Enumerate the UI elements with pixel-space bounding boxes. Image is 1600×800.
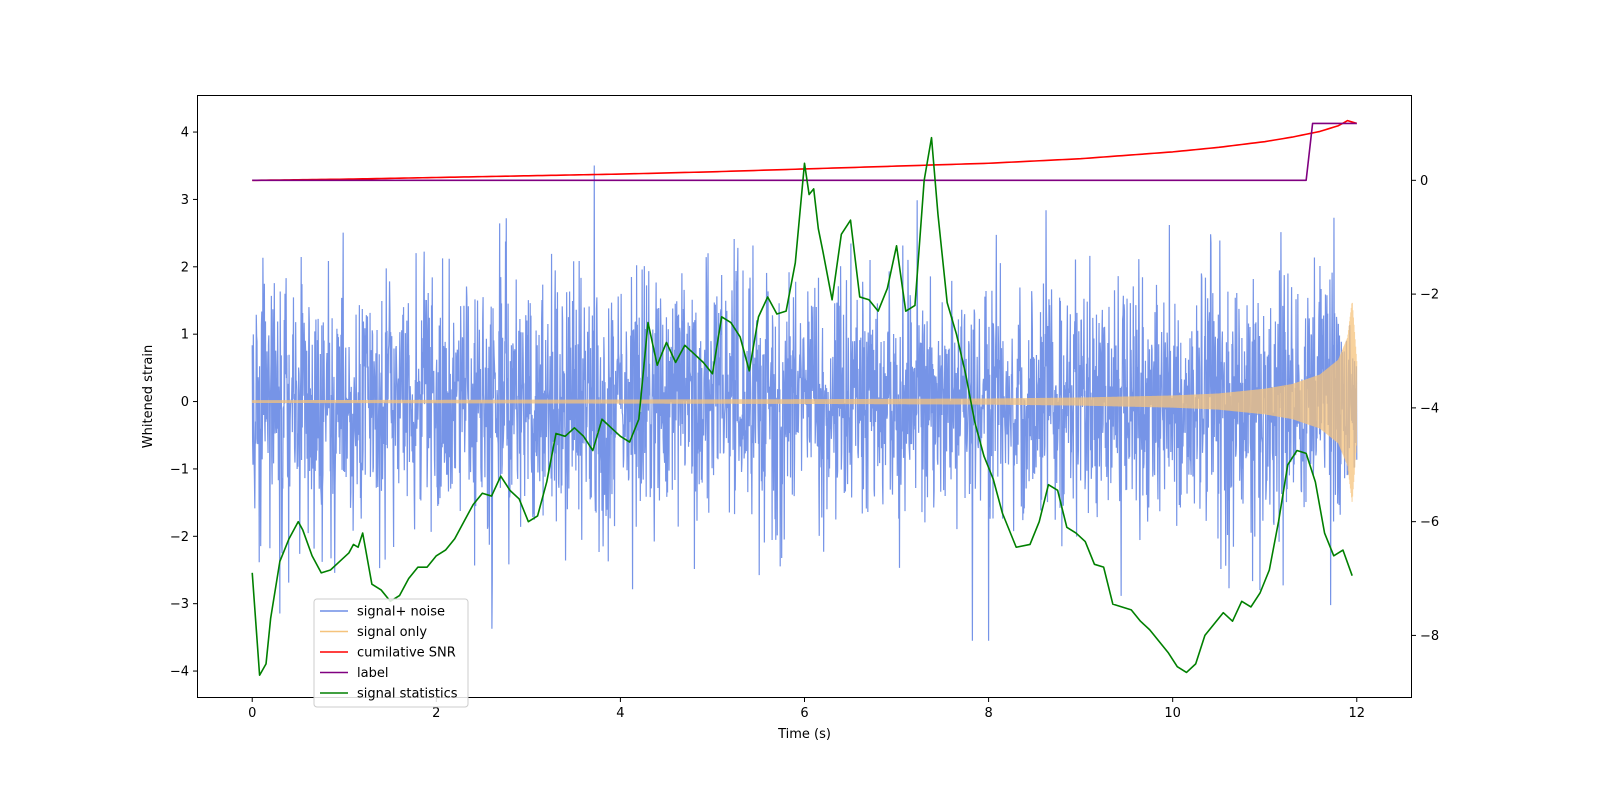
y-axis-label: Whitened strain: [141, 345, 156, 448]
y-right-tick-label: −8: [1420, 629, 1439, 644]
y-right-tick-label: −4: [1420, 401, 1439, 416]
y-left-tick-label: 0: [181, 395, 189, 410]
x-tick-label: 6: [800, 706, 808, 721]
y-right-tick-label: 0: [1420, 174, 1428, 189]
x-axis-label: Time (s): [777, 727, 831, 742]
y-left-tick-label: 1: [181, 328, 189, 343]
plot-frame: [197, 95, 1412, 698]
legend-entry: signal only: [357, 625, 427, 640]
series-signal-only-line: [251, 302, 1358, 502]
legend-entry: label: [357, 666, 388, 681]
x-tick-label: 12: [1348, 706, 1365, 721]
y-left-tick-label: 2: [181, 260, 189, 275]
legend-entry: cumilative SNR: [357, 646, 456, 661]
series-label-line: [252, 122, 1357, 182]
series-layer: [251, 119, 1358, 677]
y-left-tick-label: −4: [170, 665, 189, 680]
legend-box: [313, 598, 469, 708]
y-left-tick-label: −2: [170, 530, 189, 545]
x-tick-label: 2: [432, 706, 440, 721]
x-tick-label: 0: [248, 706, 256, 721]
legend-entry: signal statistics: [357, 687, 458, 702]
x-tick-label: 4: [616, 706, 624, 721]
y-left-tick-label: 4: [181, 126, 189, 141]
y-left-tick-label: 3: [181, 193, 189, 208]
y-right-tick-label: −6: [1420, 515, 1439, 530]
y-left-tick-label: −1: [170, 462, 189, 477]
series-signal-noise-line: [251, 165, 1358, 641]
x-tick-label: 10: [1164, 706, 1181, 721]
x-tick-label: 8: [984, 706, 992, 721]
y-left-tick-label: −3: [170, 597, 189, 612]
y-right-tick-label: −2: [1420, 288, 1439, 303]
series-signal-statistics-line: [251, 136, 1353, 677]
legend-entry: signal+ noise: [357, 605, 445, 620]
legend: signal+ noise signal only cumilative SNR la…: [313, 598, 469, 708]
